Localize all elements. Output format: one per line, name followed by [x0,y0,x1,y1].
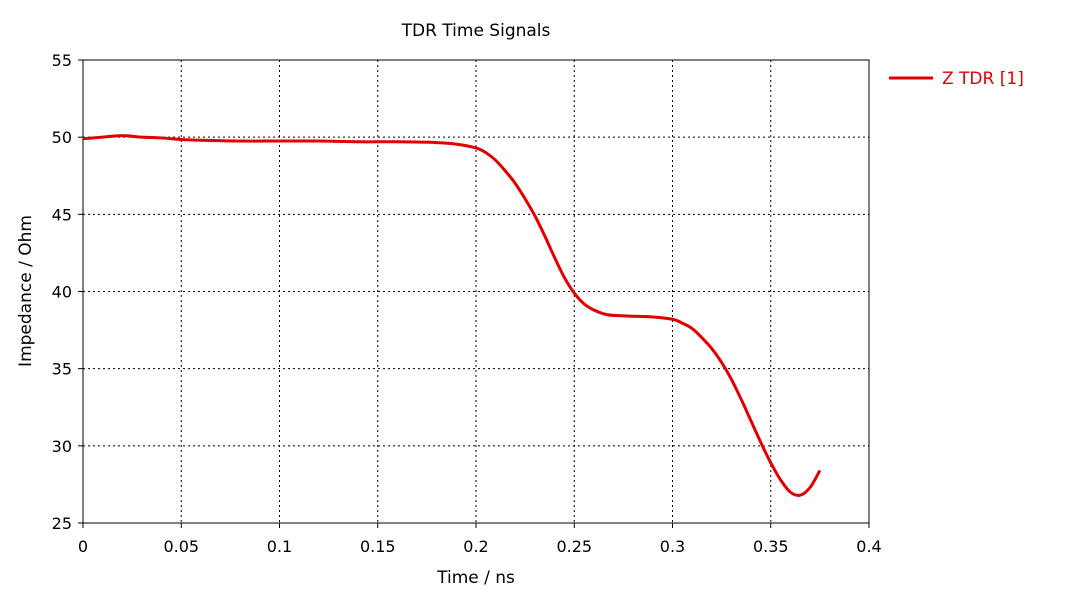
x-tick-label: 0.35 [753,537,789,556]
x-tick-label: 0.25 [556,537,592,556]
y-axis-ticks: 25 30 35 40 45 50 55 [52,51,83,533]
y-tick-label: 45 [52,205,72,224]
y-tick-label: 50 [52,128,72,147]
y-tick-label: 40 [52,283,72,302]
y-tick-label: 30 [52,437,72,456]
x-tick-label: 0.15 [360,537,396,556]
x-tick-label: 0.4 [856,537,881,556]
legend: Z TDR [1] [889,69,1024,89]
y-axis-label: Impedance / Ohm [16,215,36,367]
grid [83,60,869,523]
x-axis-ticks: 0 0.05 0.1 0.15 0.2 0.25 0.3 0.35 0.4 [78,523,882,556]
y-tick-label: 25 [52,514,72,533]
legend-label: Z TDR [1] [942,69,1024,89]
x-tick-label: 0.05 [163,537,199,556]
x-tick-label: 0 [78,537,88,556]
series-layer [82,134,822,497]
y-tick-label: 55 [52,51,72,70]
x-tick-label: 0.2 [463,537,488,556]
y-tick-label: 35 [52,360,72,379]
x-tick-label: 0.3 [660,537,685,556]
chart-title: TDR Time Signals [401,21,551,41]
series-line-z-tdr [82,134,822,497]
x-axis-label: Time / ns [436,568,515,588]
x-tick-label: 0.1 [267,537,292,556]
